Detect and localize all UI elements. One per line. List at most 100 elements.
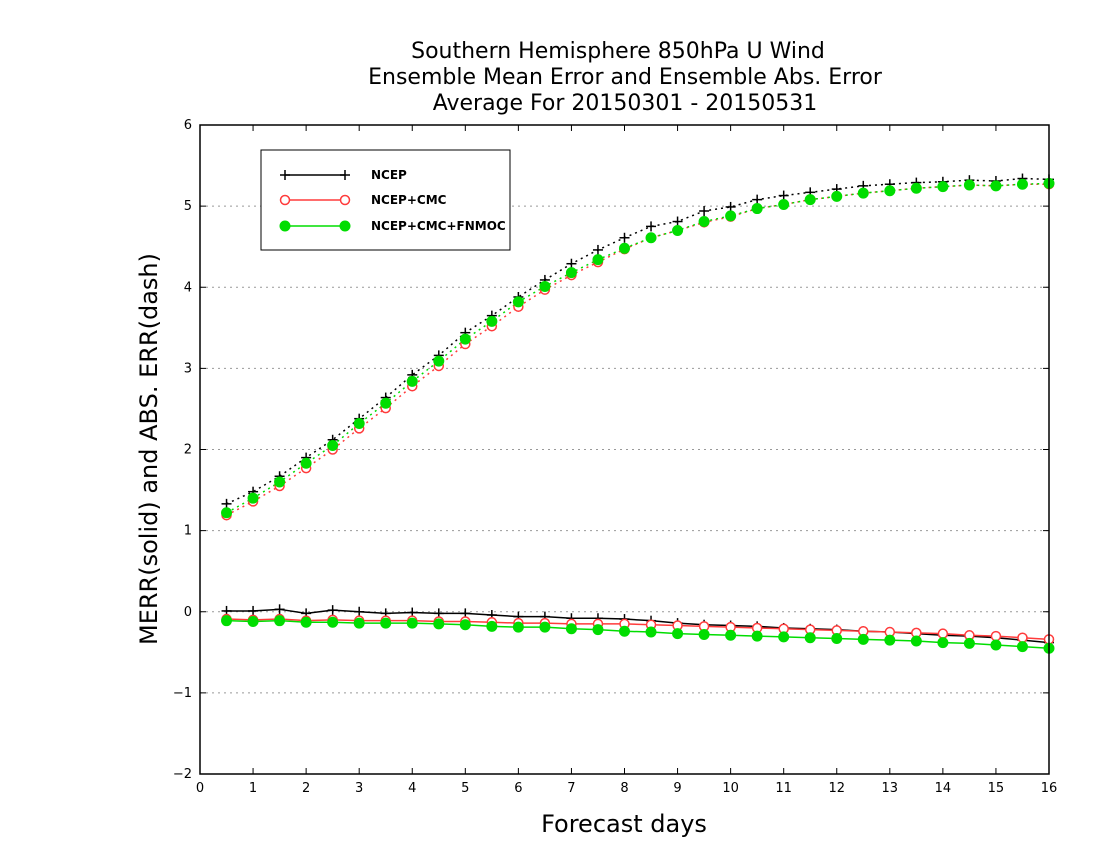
point-merr-ncep-cmc-fnmoc (990, 639, 1002, 651)
point-merr-ncep-cmc-fnmoc (353, 617, 365, 629)
x-tick-label: 8 (620, 781, 628, 796)
y-axis-label: MERR(solid) and ABS. ERR(dash) (135, 253, 163, 645)
point-abs-err-ncep-cmc-fnmoc (751, 203, 763, 215)
point-abs-err-ncep (752, 194, 763, 205)
legend-entry: NCEP (280, 168, 407, 182)
point-abs-err-ncep-cmc-fnmoc (672, 224, 684, 236)
point-abs-err-ncep (221, 498, 232, 509)
point-abs-err-ncep-cmc-fnmoc (486, 315, 498, 327)
x-tick-label: 5 (461, 781, 469, 796)
point-merr-ncep-cmc-fnmoc (910, 635, 922, 647)
y-tick-label: 4 (184, 280, 192, 295)
point-merr-ncep-cmc-fnmoc (512, 621, 524, 633)
point-merr-ncep-cmc-fnmoc (380, 617, 392, 629)
series-line-merr-ncep (226, 608, 1050, 644)
point-abs-err-ncep-cmc-fnmoc (725, 210, 737, 222)
y-axis-ticks: −2 −1 0 1 2 3 4 5 6 (173, 118, 1049, 782)
point-merr-ncep-cmc-fnmoc (698, 628, 710, 640)
point-merr-ncep-cmc-fnmoc (539, 621, 551, 633)
point-abs-err-ncep-cmc-fnmoc (804, 194, 816, 206)
point-merr-ncep-cmc-fnmoc (884, 634, 896, 646)
point-merr-ncep (354, 606, 365, 617)
point-abs-err-ncep-cmc-fnmoc (778, 199, 790, 211)
point-merr-ncep-cmc-fnmoc (592, 624, 604, 636)
point-merr-ncep-cmc-fnmoc (327, 616, 339, 628)
x-tick-label: 0 (196, 781, 204, 796)
legend-label: NCEP+CMC+FNMOC (371, 219, 506, 233)
point-abs-err-ncep-cmc-fnmoc (539, 280, 551, 292)
point-merr-ncep-cmc-fnmoc (406, 617, 418, 629)
point-abs-err-ncep-cmc-fnmoc (698, 216, 710, 228)
point-merr-ncep-cmc-fnmoc (1016, 641, 1028, 653)
x-tick-label: 9 (673, 781, 681, 796)
point-abs-err-ncep-cmc-fnmoc (353, 418, 365, 430)
point-merr-ncep-cmc-fnmoc (247, 615, 259, 627)
point-abs-err-ncep (725, 201, 736, 212)
y-tick-label: 1 (184, 524, 192, 539)
point-merr-ncep-cmc (937, 628, 949, 639)
point-abs-err-ncep-cmc-fnmoc (300, 457, 312, 469)
point-merr-ncep-cmc-fnmoc (725, 629, 737, 641)
point-merr-ncep-cmc-fnmoc (937, 637, 949, 649)
point-merr-ncep-cmc-fnmoc (300, 616, 312, 628)
point-abs-err-ncep-cmc-fnmoc (963, 179, 975, 191)
point-merr-ncep (327, 605, 338, 616)
legend-marker (339, 194, 351, 206)
y-tick-label: −1 (173, 686, 192, 701)
point-merr-ncep-cmc-fnmoc (565, 623, 577, 635)
point-abs-err-ncep-cmc-fnmoc (937, 181, 949, 193)
point-merr-ncep (248, 605, 259, 616)
y-tick-label: 3 (184, 361, 192, 376)
point-abs-err-ncep-cmc-fnmoc (1016, 178, 1028, 190)
point-merr-ncep-cmc-fnmoc (831, 633, 843, 645)
point-abs-err-ncep-cmc-fnmoc (592, 254, 604, 266)
y-tick-label: 0 (184, 605, 192, 620)
point-merr-ncep-cmc-fnmoc (619, 625, 630, 637)
point-abs-err-ncep-cmc-fnmoc (433, 355, 445, 367)
title-line-1: Southern Hemisphere 850hPa U Wind (411, 39, 825, 64)
chart-title: Southern Hemisphere 850hPa U Wind Ensemb… (368, 39, 883, 116)
point-merr-ncep-cmc-fnmoc (459, 619, 471, 631)
point-abs-err-ncep-cmc-fnmoc (565, 267, 577, 279)
point-merr-ncep-cmc-fnmoc (963, 637, 975, 649)
point-abs-err-ncep-cmc-fnmoc (274, 476, 286, 488)
x-tick-label: 13 (882, 781, 899, 796)
x-axis-ticks: 0 1 2 3 4 5 6 7 8 9 10 11 12 13 14 15 16 (196, 125, 1057, 796)
point-merr-ncep-cmc-fnmoc (433, 618, 445, 630)
point-merr-ncep-cmc (1017, 632, 1028, 643)
x-tick-label: 1 (249, 781, 257, 796)
point-abs-err-ncep-cmc-fnmoc (884, 185, 896, 197)
point-abs-err-ncep-cmc-fnmoc (247, 492, 259, 504)
point-abs-err-ncep-cmc-fnmoc (619, 242, 630, 254)
point-abs-err-ncep-cmc-fnmoc (990, 180, 1002, 192)
x-tick-label: 7 (567, 781, 575, 796)
title-line-2: Ensemble Mean Error and Ensemble Abs. Er… (368, 65, 883, 90)
x-tick-label: 16 (1041, 781, 1058, 796)
x-axis-label: Forecast days (541, 810, 707, 838)
point-merr-ncep-cmc-fnmoc (804, 632, 816, 644)
point-abs-err-ncep-cmc-fnmoc (406, 375, 418, 387)
point-abs-err-ncep-cmc-fnmoc (221, 507, 233, 519)
point-merr-ncep-cmc-fnmoc (274, 615, 286, 627)
y-tick-label: 2 (184, 443, 192, 458)
point-abs-err-ncep (778, 190, 789, 201)
x-tick-label: 12 (828, 781, 845, 796)
x-tick-label: 4 (408, 781, 416, 796)
legend-entry: NCEP+CMC+FNMOC (279, 219, 506, 233)
point-abs-err-ncep (566, 258, 577, 269)
legend-marker (280, 170, 290, 180)
x-tick-label: 14 (935, 781, 952, 796)
legend-marker (279, 220, 291, 232)
legend-entry: NCEP+CMC (279, 193, 447, 207)
point-abs-err-ncep-cmc-fnmoc (512, 296, 524, 308)
point-abs-err-ncep-cmc-fnmoc (645, 232, 657, 244)
point-abs-err-ncep (619, 232, 630, 243)
point-abs-err-ncep (646, 221, 657, 232)
point-abs-err-ncep-cmc-fnmoc (459, 333, 471, 345)
point-merr-ncep-cmc-fnmoc (857, 633, 869, 645)
legend-marker (279, 194, 291, 206)
title-line-3: Average For 20150301 - 20150531 (433, 91, 818, 116)
point-merr-ncep-cmc-fnmoc (751, 630, 763, 642)
legend-marker (340, 170, 350, 180)
point-abs-err-ncep (699, 205, 710, 216)
